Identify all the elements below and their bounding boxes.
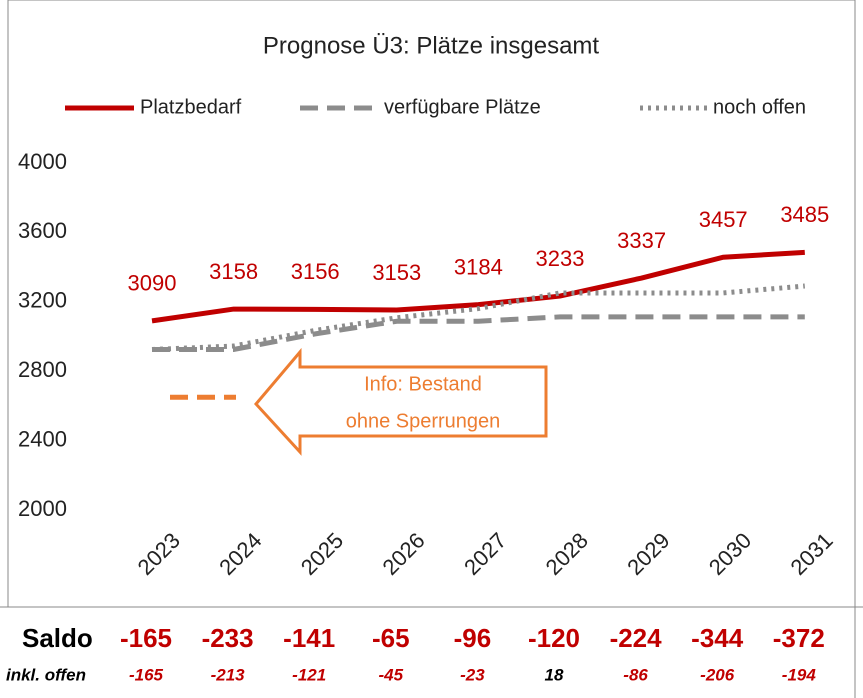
legend-label: verfügbare Plätze: [384, 96, 541, 118]
series-line: [151, 249, 805, 324]
y-tick-label: 2400: [18, 426, 67, 451]
data-label: 3184: [454, 254, 503, 279]
row-label: Saldo: [22, 623, 93, 653]
data-label: 3233: [536, 246, 585, 271]
cell: -45: [379, 665, 404, 684]
x-tick-label: 2028: [541, 528, 593, 580]
cell: -165: [129, 665, 164, 684]
x-tick-label: 2023: [133, 528, 185, 580]
x-tick-label: 2029: [622, 528, 674, 580]
cell: -65: [372, 623, 410, 653]
cell: -165: [120, 623, 172, 653]
legend-label: Platzbedarf: [140, 96, 242, 118]
cell: -86: [623, 665, 648, 684]
cell: -141: [283, 623, 335, 653]
x-tick-label: 2024: [214, 528, 266, 580]
y-tick-label: 3600: [18, 218, 67, 243]
data-label: 3090: [128, 271, 177, 296]
cell: -233: [202, 623, 254, 653]
data-label: 3457: [699, 207, 748, 232]
y-tick-label: 2800: [18, 357, 67, 382]
data-label: 3156: [291, 259, 340, 284]
cell: -344: [691, 623, 744, 653]
x-tick-label: 2025: [296, 528, 348, 580]
x-tick-label: 2030: [704, 528, 756, 580]
cell: -23: [460, 665, 485, 684]
data-label: 3158: [209, 259, 258, 284]
cell: -213: [211, 665, 246, 684]
y-tick-label: 3200: [18, 288, 67, 313]
y-tick-label: 2000: [18, 496, 67, 521]
data-label: 3337: [617, 228, 666, 253]
y-tick-label: 4000: [18, 149, 67, 174]
series-line: [151, 283, 806, 353]
x-tick-label: 2026: [377, 528, 429, 580]
cell: -194: [782, 665, 817, 684]
data-label: 3485: [780, 202, 829, 227]
series-line: [152, 314, 805, 353]
cell: 18: [545, 665, 564, 684]
cell: -96: [454, 623, 492, 653]
cell: -372: [773, 623, 825, 653]
x-tick-label: 2031: [785, 528, 837, 580]
annotation-text: Info: Bestand: [364, 373, 482, 395]
cell: -206: [700, 665, 735, 684]
data-label: 3153: [372, 260, 421, 285]
cell: -120: [528, 623, 580, 653]
cell: -224: [610, 623, 663, 653]
chart-frame: [7, 0, 856, 608]
annotation-text: ohne Sperrungen: [346, 410, 501, 432]
info-arrow: [254, 347, 548, 456]
chart-title: Prognose Ü3: Plätze insgesamt: [263, 32, 600, 59]
x-tick-label: 2027: [459, 528, 511, 580]
legend-label: noch offen: [713, 96, 806, 118]
row-label: inkl. offen: [6, 665, 86, 684]
cell: -121: [292, 665, 326, 684]
